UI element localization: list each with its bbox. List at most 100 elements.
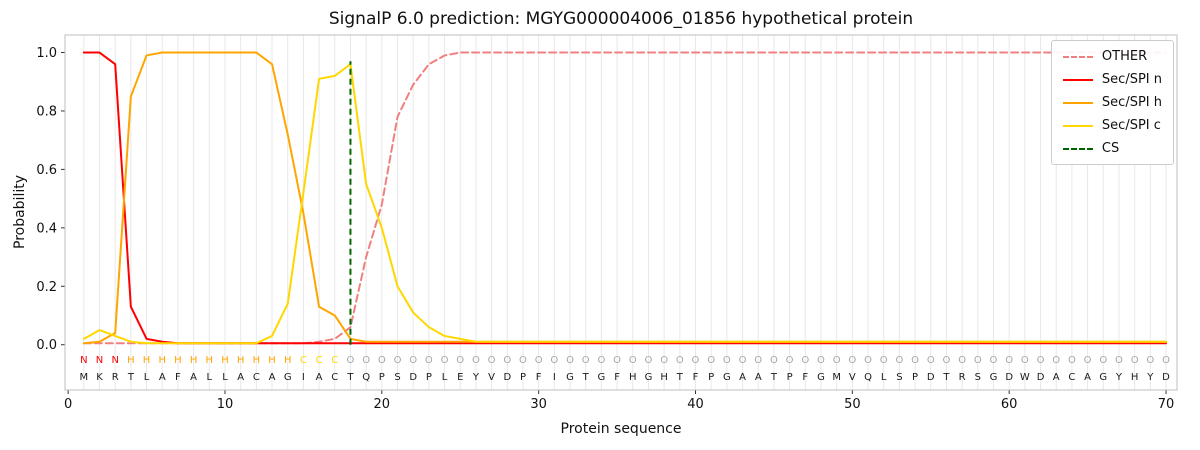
aa-letter: H <box>629 372 637 383</box>
y-tick-label: 0.6 <box>36 163 57 178</box>
aa-letter: G <box>723 372 731 383</box>
aa-letter: F <box>693 372 699 383</box>
region-letter: O <box>1005 355 1013 366</box>
aa-letter: R <box>112 372 119 383</box>
aa-letter: F <box>175 372 181 383</box>
aa-letter: C <box>1068 372 1075 383</box>
legend-label: Sec/SPI h <box>1101 95 1162 110</box>
region-letter: O <box>1131 355 1139 366</box>
aa-letter: V <box>488 372 495 383</box>
legend-item-sec-spi-n: Sec/SPI n <box>1062 72 1162 87</box>
region-letter: O <box>723 355 731 366</box>
region-letter: H <box>221 355 229 366</box>
aa-letter: T <box>676 372 684 383</box>
aa-letter: D <box>1005 372 1013 383</box>
aa-letter: M <box>832 372 841 383</box>
region-letter: O <box>1146 355 1154 366</box>
region-letter: O <box>645 355 653 366</box>
region-letter: H <box>206 355 214 366</box>
region-letter: O <box>707 355 715 366</box>
series-line-sec-spi-n <box>82 51 1168 345</box>
region-letter: O <box>895 355 903 366</box>
region-letter: O <box>425 355 433 366</box>
aa-letter: L <box>222 372 228 383</box>
region-letter: O <box>676 355 684 366</box>
aa-letter: D <box>409 372 417 383</box>
region-letter: O <box>1115 355 1123 366</box>
plot-area <box>65 35 1177 390</box>
aa-letter: E <box>457 372 463 383</box>
aa-letter: Y <box>1146 372 1154 383</box>
region-letter: O <box>488 355 496 366</box>
legend-box: OTHER Sec/SPI n Sec/SPI h Sec/SPI c CS <box>1050 40 1174 165</box>
region-letter: O <box>535 355 543 366</box>
region-letter: C <box>300 355 307 366</box>
aa-letter: G <box>284 372 292 383</box>
region-letter: O <box>833 355 841 366</box>
region-letter: O <box>597 355 605 366</box>
aa-letter: P <box>520 372 526 383</box>
x-tick-label: 10 <box>217 397 234 412</box>
x-tick-label: 40 <box>687 397 704 412</box>
aa-letter: A <box>755 372 762 383</box>
region-letter: O <box>880 355 888 366</box>
aa-letter: S <box>975 372 981 383</box>
aa-letter: H <box>660 372 668 383</box>
legend-label: CS <box>1101 141 1120 156</box>
aa-letter: L <box>144 372 150 383</box>
aa-letter: A <box>316 372 323 383</box>
legend-label: OTHER <box>1101 49 1148 64</box>
aa-letter: F <box>614 372 620 383</box>
region-letter: H <box>268 355 276 366</box>
legend-line-sample <box>1062 78 1093 81</box>
region-letter: O <box>1021 355 1029 366</box>
region-letter: O <box>1052 355 1060 366</box>
y-tick-label: 0.2 <box>36 280 57 295</box>
region-letter: O <box>692 355 700 366</box>
region-letter: O <box>974 355 982 366</box>
region-letter: O <box>786 355 794 366</box>
region-letter: H <box>253 355 261 366</box>
x-tick-label: 60 <box>1001 397 1018 412</box>
region-letter: O <box>864 355 872 366</box>
aa-letter: I <box>302 372 305 383</box>
aa-letter: Q <box>362 372 370 383</box>
y-ticks: 0.0 0.2 0.4 0.6 0.8 1.0 <box>36 46 65 353</box>
region-letter: O <box>613 355 621 366</box>
aa-letter: L <box>442 372 448 383</box>
region-letter: N <box>80 355 87 366</box>
aa-letter: T <box>942 372 950 383</box>
aa-letter: D <box>503 372 511 383</box>
legend-item-cs: CS <box>1062 141 1162 156</box>
region-letter: O <box>629 355 637 366</box>
region-letter: O <box>943 355 951 366</box>
legend-item-other: OTHER <box>1062 49 1162 64</box>
region-letter: O <box>927 355 935 366</box>
aa-letter: A <box>269 372 276 383</box>
region-letter: O <box>441 355 449 366</box>
legend-label: Sec/SPI c <box>1101 118 1161 133</box>
x-ticks: 0 10 20 30 40 50 60 70 <box>64 390 1174 412</box>
region-letter: O <box>394 355 402 366</box>
x-axis-label: Protein sequence <box>560 421 682 437</box>
region-letter: H <box>174 355 182 366</box>
aa-letter: V <box>849 372 856 383</box>
region-letter: O <box>1068 355 1076 366</box>
aa-letter: D <box>1162 372 1170 383</box>
aa-letter: I <box>553 372 556 383</box>
region-letter: O <box>801 355 809 366</box>
aa-letter: G <box>598 372 606 383</box>
region-letter: C <box>316 355 323 366</box>
region-letter: N <box>96 355 103 366</box>
y-tick-label: 0.4 <box>36 221 57 236</box>
region-letter: O <box>739 355 747 366</box>
region-letter: H <box>237 355 245 366</box>
y-tick-label: 1.0 <box>36 46 57 61</box>
region-letter: O <box>566 355 574 366</box>
region-letter: O <box>1162 355 1170 366</box>
aa-letter: W <box>1020 372 1030 383</box>
region-letter: H <box>190 355 198 366</box>
region-letter: O <box>1084 355 1092 366</box>
legend-line-sample <box>1062 101 1093 104</box>
